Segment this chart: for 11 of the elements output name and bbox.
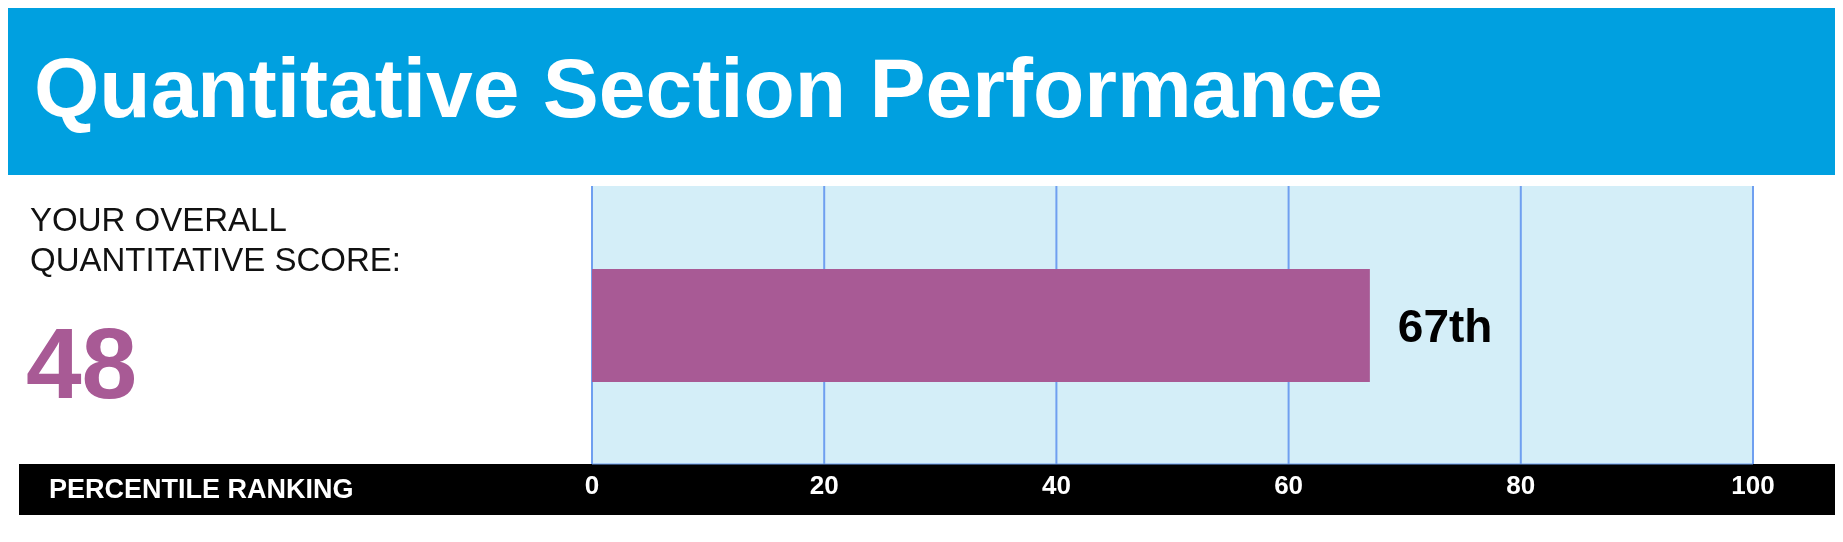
x-tick-label: 80	[1506, 470, 1536, 501]
text: 48	[26, 307, 138, 419]
x-tick-label: 0	[584, 470, 600, 501]
x-tick-label: 20	[809, 470, 839, 501]
chart-title: Quantitative Section Performance	[34, 40, 1384, 137]
x-tick-label: 40	[1041, 470, 1071, 501]
data-label: 67th	[1397, 299, 1493, 352]
x-tick-label: 60	[1274, 470, 1304, 501]
text: PERCENTILE RANKING	[49, 474, 354, 505]
x-tick-label: 100	[1731, 470, 1775, 501]
text: YOUR OVERALL QUANTITATIVE SCORE:	[30, 200, 402, 280]
